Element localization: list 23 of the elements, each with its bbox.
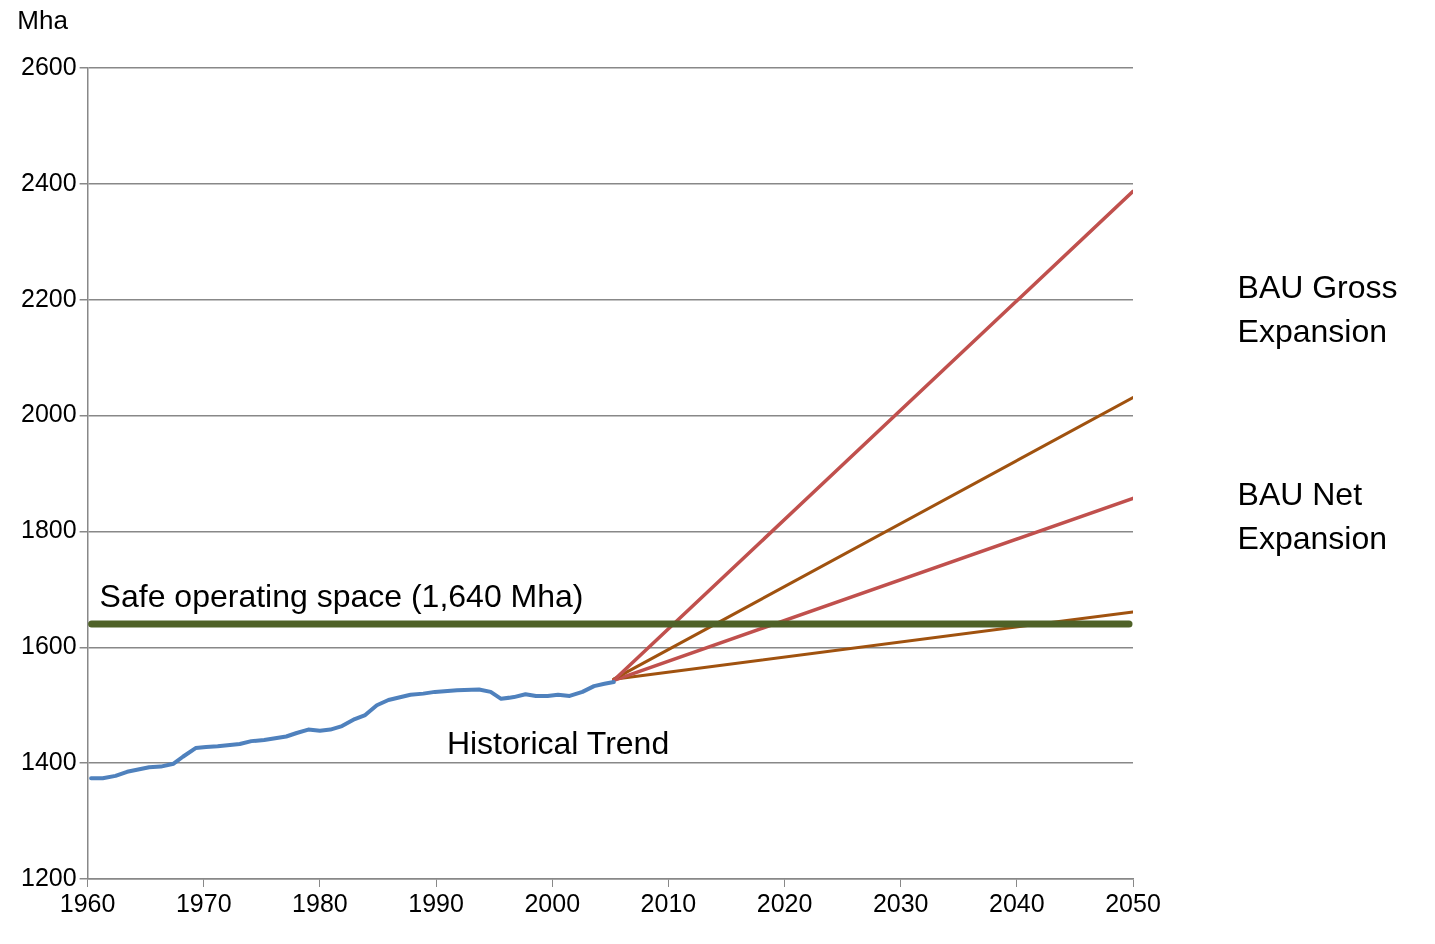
x-tick-label: 1990 xyxy=(408,888,464,917)
x-tick-label: 2000 xyxy=(524,888,581,917)
annotation: Historical Trend xyxy=(446,725,670,762)
y-axis-title: Mha xyxy=(17,5,69,36)
x-tick-label: 2010 xyxy=(640,888,697,917)
y-tick-label: 2600 xyxy=(20,51,77,80)
y-tick-label: 2400 xyxy=(20,167,77,196)
x-tick-label: 2040 xyxy=(989,888,1045,917)
x-tick-label: 1960 xyxy=(59,888,116,917)
y-tick-label: 1800 xyxy=(20,515,77,544)
text: BAU Gross Expansion xyxy=(1237,269,1398,350)
x-tick-label: 1980 xyxy=(292,888,348,917)
ref-line-label: Safe operating space (1,640 Mha) xyxy=(99,577,584,614)
y-tick-label: 1200 xyxy=(20,862,77,891)
y-tick-label: 1600 xyxy=(20,631,77,660)
x-tick-label: 1970 xyxy=(175,888,232,917)
y-tick-label: 1400 xyxy=(20,747,77,776)
y-tick-label: 2200 xyxy=(20,283,77,312)
x-tick-label: 2030 xyxy=(872,888,929,917)
text: BAU Net Expansion xyxy=(1237,475,1387,556)
x-tick-label: 2050 xyxy=(1105,888,1161,917)
x-tick-label: 2020 xyxy=(756,888,813,917)
y-tick-label: 2000 xyxy=(20,399,77,428)
